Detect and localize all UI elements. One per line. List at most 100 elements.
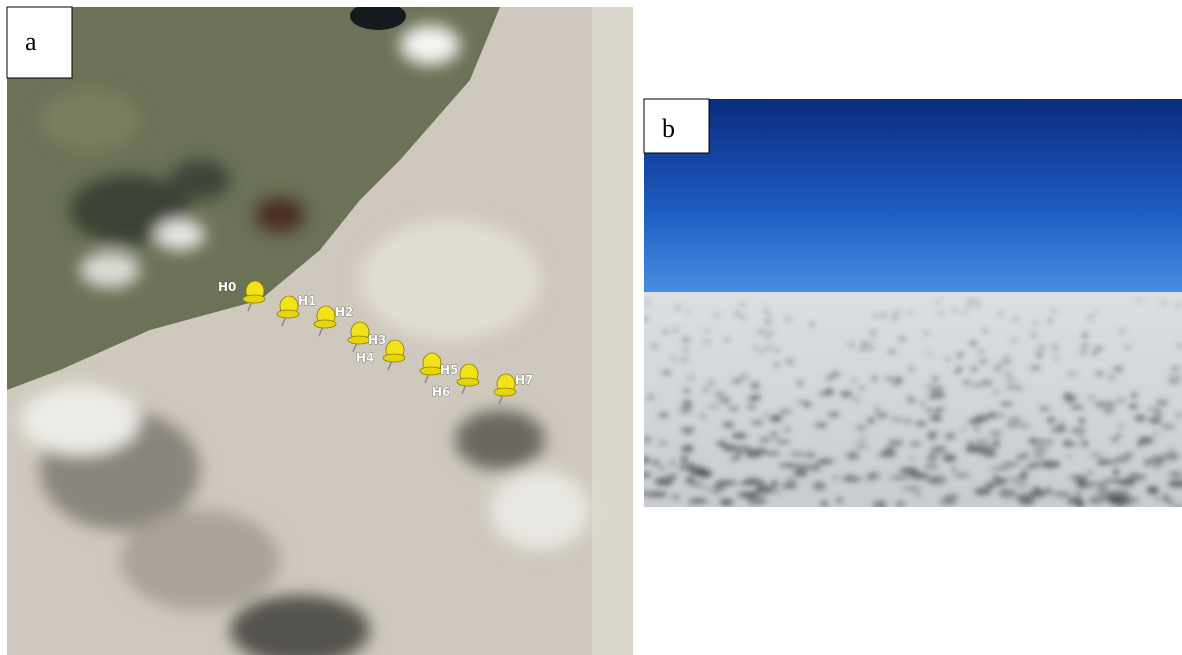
- speckle: [890, 418, 903, 420]
- speckle: [1032, 455, 1045, 458]
- speckle: [805, 452, 815, 458]
- speckle: [974, 488, 991, 495]
- speckle: [904, 420, 913, 423]
- speckle: [740, 316, 745, 319]
- speckle: [1113, 469, 1119, 476]
- speckle: [827, 388, 833, 392]
- speckle: [1137, 299, 1141, 301]
- speckle: [1088, 497, 1105, 504]
- speckle: [1079, 418, 1085, 424]
- speckle: [655, 478, 674, 486]
- speckle: [851, 380, 857, 382]
- speckle: [892, 317, 897, 320]
- speckle: [794, 470, 808, 476]
- speckle: [938, 394, 945, 397]
- speckle: [734, 312, 739, 315]
- speckle: [759, 351, 764, 354]
- speckle: [994, 368, 1001, 371]
- speckle: [1076, 499, 1084, 509]
- speckle: [735, 453, 741, 459]
- speckle: [707, 381, 714, 385]
- speckle: [1144, 459, 1152, 467]
- speckle: [1177, 376, 1181, 378]
- speckle: [751, 420, 763, 425]
- speckle: [869, 330, 876, 333]
- speckle: [1149, 417, 1161, 423]
- speckle: [951, 467, 957, 471]
- speckle: [967, 304, 972, 306]
- speckle: [682, 338, 690, 341]
- speckle: [930, 415, 942, 421]
- speckle: [1001, 402, 1013, 406]
- speckle: [1030, 333, 1037, 336]
- pin-label: H4: [356, 351, 374, 365]
- speckle: [1168, 449, 1175, 451]
- speckle: [888, 440, 903, 446]
- speckle: [1035, 486, 1039, 492]
- speckle: [640, 457, 649, 464]
- speckle: [681, 359, 688, 361]
- speckle: [871, 376, 877, 381]
- speckle: [881, 314, 886, 316]
- speckle: [796, 400, 804, 403]
- speckle: [1039, 407, 1050, 410]
- speckle: [1117, 433, 1121, 439]
- speckle: [708, 405, 721, 407]
- speckle: [1147, 487, 1159, 493]
- speckle: [1054, 357, 1058, 359]
- panel-label: a: [25, 27, 37, 56]
- speckle: [1023, 466, 1035, 468]
- speckle: [892, 381, 903, 385]
- speckle: [898, 339, 904, 341]
- speckle: [926, 407, 932, 413]
- speckle: [871, 336, 875, 338]
- speckle: [975, 440, 990, 443]
- pin-label: H5: [440, 363, 458, 377]
- speckle: [1161, 425, 1176, 429]
- speckle: [1013, 484, 1030, 487]
- speckle: [1039, 346, 1045, 349]
- speckle: [1108, 375, 1115, 379]
- speckle: [671, 357, 677, 359]
- speckle: [945, 357, 949, 361]
- speckle: [1168, 379, 1180, 383]
- speckle: [723, 422, 734, 427]
- speckle: [730, 457, 737, 460]
- speckle: [926, 476, 946, 485]
- satellite-image: [7, 2, 633, 655]
- speckle: [1001, 463, 1019, 466]
- speckle: [683, 388, 690, 393]
- speckle: [1048, 439, 1052, 446]
- speckle: [925, 384, 934, 387]
- speckle: [896, 501, 905, 507]
- speckle: [1150, 461, 1166, 464]
- speckle: [683, 349, 688, 352]
- speckle: [714, 393, 726, 396]
- speckle: [976, 419, 985, 422]
- speckle: [846, 452, 859, 460]
- speckle: [981, 448, 987, 455]
- speckle: [748, 396, 760, 401]
- speckle: [739, 376, 749, 378]
- speckle: [1132, 473, 1136, 480]
- speckle: [945, 433, 956, 440]
- speckle: [767, 331, 773, 333]
- speckle: [868, 417, 874, 423]
- speckle: [671, 495, 680, 498]
- speckle: [1015, 493, 1033, 501]
- speckle: [1097, 484, 1108, 489]
- speckle: [1082, 440, 1087, 447]
- speckle: [651, 460, 660, 466]
- speckle: [821, 501, 828, 507]
- speckle: [771, 416, 783, 419]
- speckle: [764, 414, 769, 416]
- speckle: [790, 452, 805, 456]
- speckle: [731, 433, 747, 439]
- speckle: [1087, 317, 1093, 320]
- speckle: [1010, 340, 1018, 342]
- speckle: [993, 390, 999, 393]
- speckle: [681, 445, 693, 452]
- speckle: [701, 488, 714, 490]
- speckle: [798, 381, 802, 386]
- speckle: [750, 386, 760, 388]
